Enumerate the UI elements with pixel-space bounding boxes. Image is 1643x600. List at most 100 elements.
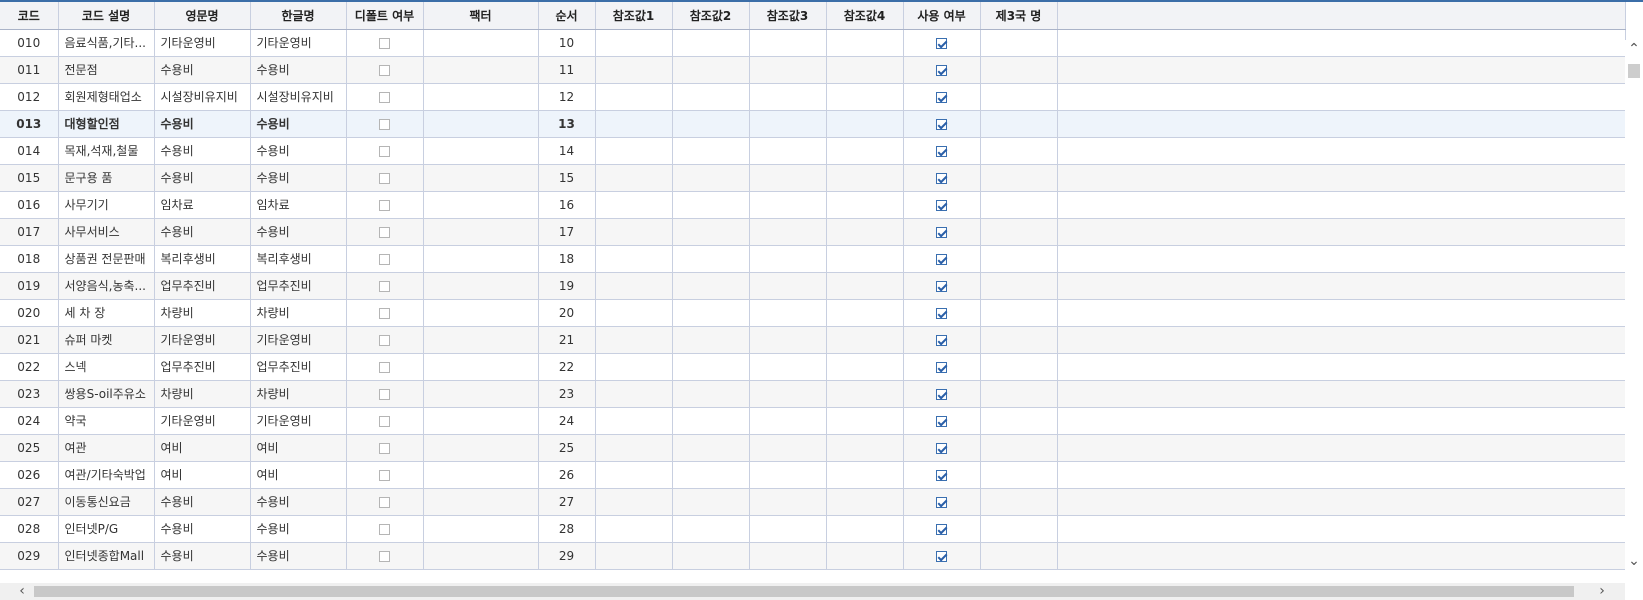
ref1-cell[interactable]	[595, 326, 673, 354]
english-name-cell[interactable]: 기타운영비	[154, 326, 251, 354]
ref1-cell[interactable]	[595, 488, 673, 516]
korean-name-cell[interactable]: 여비	[250, 461, 347, 489]
checkbox-icon[interactable]	[936, 307, 947, 319]
default-flag-cell[interactable]	[346, 380, 424, 408]
third-country-name-cell[interactable]	[980, 191, 1058, 219]
header-ref1[interactable]: 참조값1	[595, 2, 673, 30]
code-desc-cell[interactable]: 인터넷종합Mall	[58, 542, 155, 570]
code-desc-cell[interactable]: 슈퍼 마켓	[58, 326, 155, 354]
factor-cell[interactable]	[423, 83, 539, 111]
chevron-right-icon[interactable]: ›	[1599, 583, 1605, 599]
checkbox-icon[interactable]	[936, 118, 947, 130]
checkbox-icon[interactable]	[379, 37, 390, 49]
ref1-cell[interactable]	[595, 434, 673, 462]
code-desc-cell[interactable]: 회원제형태업소	[58, 83, 155, 111]
code-cell[interactable]: 023	[0, 380, 59, 408]
factor-cell[interactable]	[423, 434, 539, 462]
header-ref4[interactable]: 참조값4	[826, 2, 904, 30]
chevron-up-icon[interactable]: ⌃	[1628, 41, 1640, 57]
use-flag-cell[interactable]	[903, 407, 981, 435]
checkbox-icon[interactable]	[379, 388, 390, 400]
checkbox-icon[interactable]	[379, 226, 390, 238]
ref2-cell[interactable]	[672, 272, 750, 300]
filler-cell[interactable]	[1057, 137, 1626, 165]
code-cell[interactable]: 016	[0, 191, 59, 219]
code-desc-cell[interactable]: 사무기기	[58, 191, 155, 219]
table-row[interactable]: 027 이동통신요금 수용비 수용비 27	[0, 488, 1626, 516]
third-country-name-cell[interactable]	[980, 245, 1058, 273]
checkbox-icon[interactable]	[379, 253, 390, 265]
ref3-cell[interactable]	[749, 137, 827, 165]
korean-name-cell[interactable]: 수용비	[250, 164, 347, 192]
ref3-cell[interactable]	[749, 29, 827, 57]
checkbox-icon[interactable]	[936, 415, 947, 427]
ref4-cell[interactable]	[826, 326, 904, 354]
ref1-cell[interactable]	[595, 542, 673, 570]
filler-cell[interactable]	[1057, 542, 1626, 570]
checkbox-icon[interactable]	[936, 469, 947, 481]
checkbox-icon[interactable]	[379, 469, 390, 481]
ref2-cell[interactable]	[672, 407, 750, 435]
order-cell[interactable]: 23	[538, 380, 596, 408]
ref1-cell[interactable]	[595, 218, 673, 246]
ref4-cell[interactable]	[826, 407, 904, 435]
ref4-cell[interactable]	[826, 353, 904, 381]
use-flag-cell[interactable]	[903, 110, 981, 138]
code-desc-cell[interactable]: 스넥	[58, 353, 155, 381]
ref2-cell[interactable]	[672, 245, 750, 273]
factor-cell[interactable]	[423, 29, 539, 57]
use-flag-cell[interactable]	[903, 218, 981, 246]
chevron-left-icon[interactable]: ‹	[19, 583, 25, 599]
code-cell[interactable]: 011	[0, 56, 59, 84]
code-desc-cell[interactable]: 목재,석재,철물	[58, 137, 155, 165]
korean-name-cell[interactable]: 수용비	[250, 56, 347, 84]
korean-name-cell[interactable]: 시설장비유지비	[250, 83, 347, 111]
ref3-cell[interactable]	[749, 83, 827, 111]
korean-name-cell[interactable]: 수용비	[250, 542, 347, 570]
ref4-cell[interactable]	[826, 56, 904, 84]
ref4-cell[interactable]	[826, 434, 904, 462]
factor-cell[interactable]	[423, 164, 539, 192]
ref3-cell[interactable]	[749, 56, 827, 84]
factor-cell[interactable]	[423, 137, 539, 165]
filler-cell[interactable]	[1057, 488, 1626, 516]
use-flag-cell[interactable]	[903, 380, 981, 408]
ref3-cell[interactable]	[749, 245, 827, 273]
table-row[interactable]: 018 상품권 전문판매 복리후생비 복리후생비 18	[0, 245, 1626, 273]
filler-cell[interactable]	[1057, 515, 1626, 543]
checkbox-icon[interactable]	[379, 415, 390, 427]
checkbox-icon[interactable]	[936, 145, 947, 157]
ref4-cell[interactable]	[826, 299, 904, 327]
code-cell[interactable]: 010	[0, 29, 59, 57]
filler-cell[interactable]	[1057, 461, 1626, 489]
order-cell[interactable]: 26	[538, 461, 596, 489]
english-name-cell[interactable]: 시설장비유지비	[154, 83, 251, 111]
code-cell[interactable]: 022	[0, 353, 59, 381]
english-name-cell[interactable]: 기타운영비	[154, 29, 251, 57]
order-cell[interactable]: 16	[538, 191, 596, 219]
code-cell[interactable]: 028	[0, 515, 59, 543]
checkbox-icon[interactable]	[936, 253, 947, 265]
ref2-cell[interactable]	[672, 380, 750, 408]
header-order[interactable]: 순서	[538, 2, 596, 30]
table-row[interactable]: 028 인터넷P/G 수용비 수용비 28	[0, 515, 1626, 543]
order-cell[interactable]: 25	[538, 434, 596, 462]
code-cell[interactable]: 026	[0, 461, 59, 489]
english-name-cell[interactable]: 여비	[154, 461, 251, 489]
korean-name-cell[interactable]: 수용비	[250, 515, 347, 543]
code-cell[interactable]: 020	[0, 299, 59, 327]
third-country-name-cell[interactable]	[980, 434, 1058, 462]
checkbox-icon[interactable]	[379, 145, 390, 157]
default-flag-cell[interactable]	[346, 218, 424, 246]
code-desc-cell[interactable]: 음료식품,기타...	[58, 29, 155, 57]
ref1-cell[interactable]	[595, 299, 673, 327]
ref4-cell[interactable]	[826, 245, 904, 273]
table-row[interactable]: 017 사무서비스 수용비 수용비 17	[0, 218, 1626, 246]
filler-cell[interactable]	[1057, 110, 1626, 138]
ref2-cell[interactable]	[672, 461, 750, 489]
code-cell[interactable]: 027	[0, 488, 59, 516]
factor-cell[interactable]	[423, 272, 539, 300]
table-row[interactable]: 022 스넥 업무추진비 업무추진비 22	[0, 353, 1626, 381]
use-flag-cell[interactable]	[903, 137, 981, 165]
factor-cell[interactable]	[423, 515, 539, 543]
